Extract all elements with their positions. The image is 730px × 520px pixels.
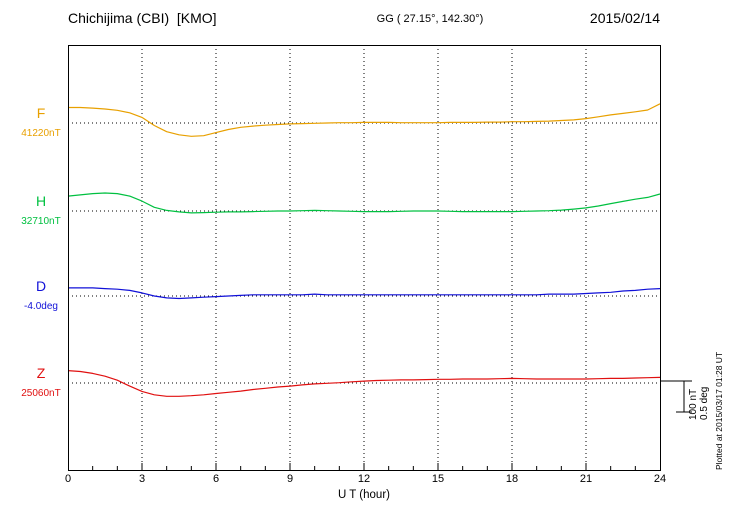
trace-label-Z: Z bbox=[36, 365, 46, 381]
plot-date: 2015/02/14 bbox=[589, 10, 660, 26]
x-tick-label-0: 0 bbox=[64, 473, 72, 485]
trace-F bbox=[68, 103, 661, 137]
scale-bar-deg-label: 0.5 deg bbox=[699, 386, 710, 420]
trace-baseline-value-F: 41220nT bbox=[21, 127, 61, 139]
x-tick-label-9: 9 bbox=[286, 473, 294, 485]
trace-label-F: F bbox=[36, 104, 46, 121]
trace-baseline-value-D: -4.0deg bbox=[24, 301, 58, 312]
trace-label-D: D bbox=[35, 278, 47, 294]
x-tick-label-21: 21 bbox=[579, 473, 593, 485]
trace-baseline-value-H: 32710nT bbox=[21, 216, 61, 227]
x-tick-label-3: 3 bbox=[138, 473, 146, 485]
trace-Z bbox=[67, 370, 661, 397]
plotted-at-note: Plotted at 2015/03/17 01:28 UT bbox=[714, 351, 724, 470]
geo-coordinates: GG ( 27.15°, 142.30°) bbox=[376, 13, 484, 25]
trace-H bbox=[67, 192, 661, 214]
station-title: Chichijima (CBI) [KMO] bbox=[68, 10, 217, 26]
x-tick-label-6: 6 bbox=[212, 473, 220, 485]
trace-baseline-value-Z: 25060nT bbox=[21, 388, 61, 399]
x-axis-label: U T (hour) bbox=[338, 489, 390, 501]
x-tick-label-24: 24 bbox=[653, 473, 667, 485]
scale-bar-nt-label: 100 nT bbox=[688, 388, 699, 420]
trace-D bbox=[68, 287, 661, 300]
x-tick-label-12: 12 bbox=[357, 473, 371, 485]
x-tick-label-18: 18 bbox=[505, 473, 519, 485]
x-tick-label-15: 15 bbox=[431, 473, 445, 485]
plot-border bbox=[68, 45, 661, 471]
trace-label-H: H bbox=[35, 193, 47, 209]
